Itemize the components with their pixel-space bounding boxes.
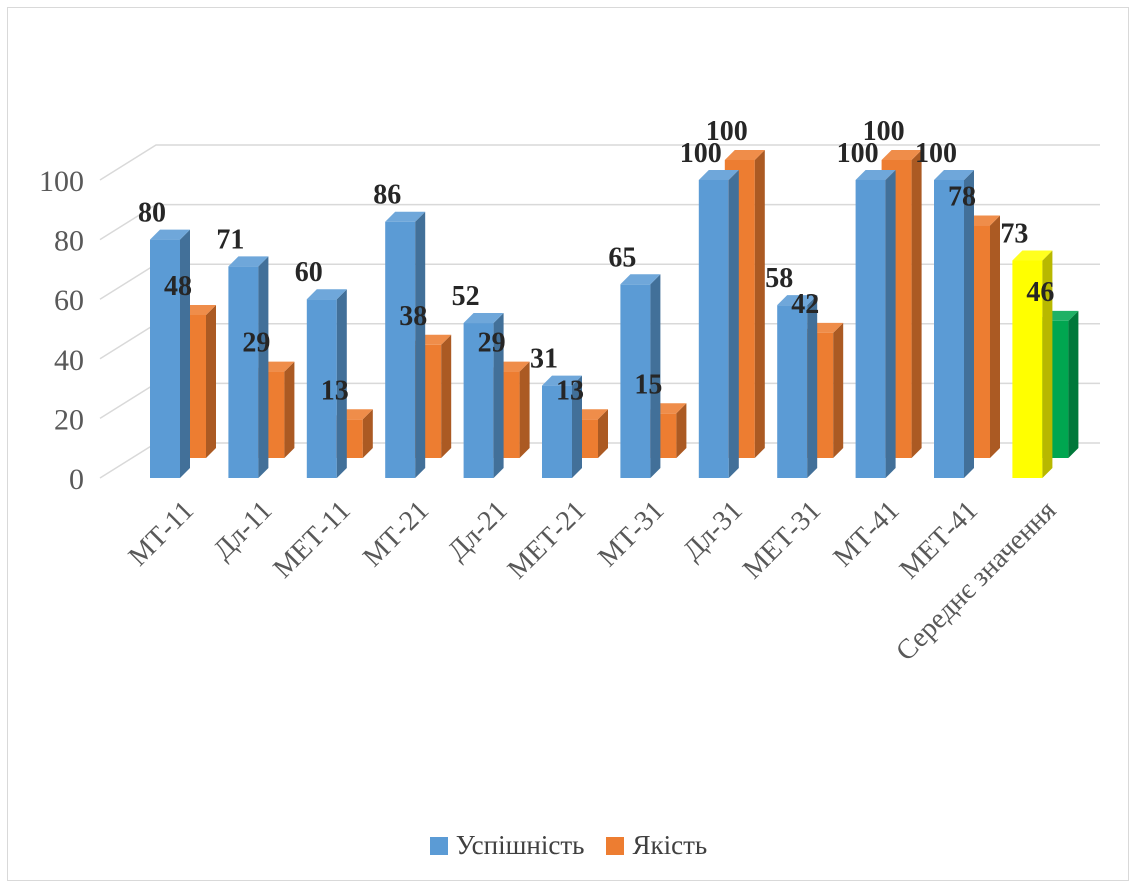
legend: Успішність Якість	[0, 830, 1137, 861]
bar-series-1	[306, 289, 347, 478]
bars	[150, 150, 1079, 478]
y-tick-label: 100	[39, 165, 84, 198]
data-label-series-2: 13	[556, 375, 584, 406]
data-label-series-1: 52	[452, 281, 480, 312]
data-label-series-2: 100	[863, 116, 905, 147]
data-label-series-2: 78	[948, 182, 976, 213]
data-label-series-2: 38	[399, 301, 427, 332]
y-tick-label: 40	[54, 344, 84, 377]
data-label-series-2: 13	[321, 375, 349, 406]
y-tick-label: 80	[54, 225, 84, 258]
bar-series-1	[777, 295, 818, 478]
legend-swatch-series-1	[429, 836, 448, 855]
data-label-series-2: 48	[164, 271, 192, 302]
bar-series-1	[385, 211, 426, 478]
bar-series-1	[620, 274, 661, 478]
bar-series-1	[463, 313, 504, 478]
data-label-series-1: 65	[608, 242, 636, 273]
bar-series-1	[934, 170, 974, 478]
data-label-series-2: 42	[791, 289, 819, 320]
data-label-series-1: 73	[1000, 218, 1028, 249]
data-labels: 8048712960138638522931136515100100584210…	[138, 116, 1054, 406]
x-tick-label: МТ-41	[828, 495, 906, 573]
data-label-series-1: 60	[295, 257, 323, 288]
y-axis-ticks: 0 20 40 60 80 100	[39, 165, 84, 496]
bar-series-1	[150, 229, 190, 478]
x-tick-label: МЕТ-31	[737, 495, 827, 585]
x-tick-label: МТ-31	[592, 495, 670, 573]
legend-swatch-series-2	[606, 836, 625, 855]
bar-series-1	[542, 375, 582, 478]
legend-item-series-1: Успішність	[429, 830, 585, 861]
x-tick-label: МТ-21	[357, 495, 435, 573]
y-tick-label: 0	[69, 463, 84, 496]
data-label-series-2: 15	[634, 369, 662, 400]
gridline	[99, 203, 1100, 241]
data-label-series-1: 58	[765, 263, 793, 294]
x-tick-label: МЕТ-11	[267, 495, 356, 584]
data-label-series-2: 46	[1026, 277, 1054, 308]
data-label-series-1: 80	[138, 198, 166, 229]
data-label-series-2: 29	[242, 328, 270, 359]
data-label-series-1: 100	[680, 138, 722, 169]
bar-series-1	[228, 256, 269, 478]
bar-series-1	[855, 170, 896, 478]
x-tick-label: Дл-31	[677, 495, 749, 567]
y-tick-label: 20	[54, 403, 84, 436]
data-label-series-2: 100	[706, 116, 748, 147]
data-label-series-1: 71	[216, 224, 244, 255]
legend-item-series-2: Якість	[606, 830, 707, 861]
x-tick-label: Дл-11	[207, 495, 278, 566]
bar-series-1	[1012, 250, 1053, 478]
data-label-series-1: 31	[530, 344, 558, 375]
x-tick-label: МТ-11	[123, 495, 200, 572]
data-label-series-1: 86	[373, 180, 401, 211]
legend-label-series-2: Якість	[632, 830, 708, 860]
bar-series-1	[698, 170, 739, 478]
data-label-series-1: 100	[837, 138, 879, 169]
y-tick-label: 60	[54, 284, 84, 317]
x-tick-label: МЕТ-21	[502, 495, 592, 585]
x-tick-label: Дл-21	[442, 495, 514, 567]
data-label-series-1: 100	[915, 138, 957, 169]
gridline	[99, 144, 1100, 181]
data-label-series-2: 29	[478, 328, 506, 359]
legend-label-series-1: Успішність	[455, 830, 585, 860]
